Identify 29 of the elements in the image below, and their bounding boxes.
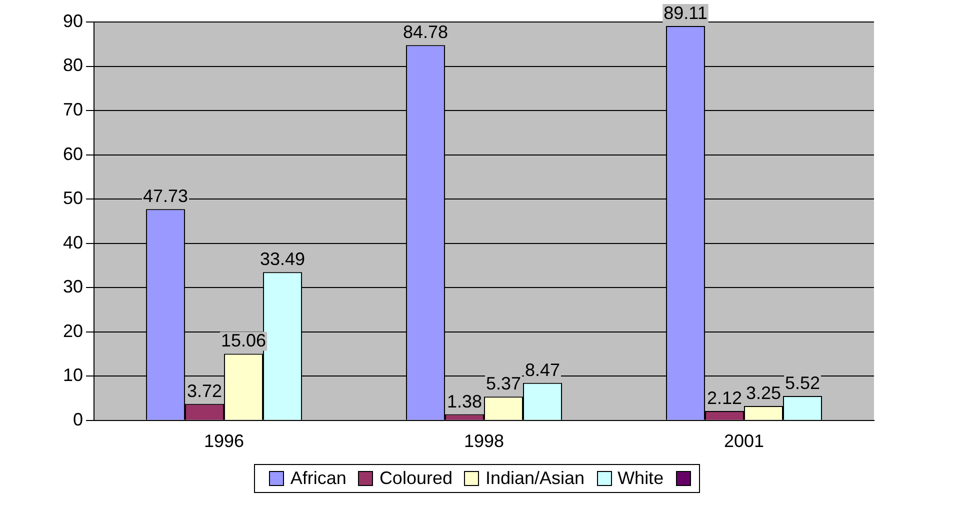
data-label: 8.47 <box>524 360 560 380</box>
y-tick-label: 90 <box>62 10 84 31</box>
data-label: 47.73 <box>142 186 188 206</box>
data-label: 2.12 <box>706 388 742 408</box>
data-label: 89.11 <box>664 2 708 23</box>
x-tick-label: 2001 <box>724 431 764 452</box>
x-tick-label: 1998 <box>464 431 504 452</box>
data-label: 5.52 <box>784 372 820 393</box>
legend-label: Coloured <box>379 468 452 489</box>
y-tick-label: 60 <box>62 144 84 164</box>
y-tick-label: 40 <box>62 232 84 252</box>
data-label: 3.72 <box>186 380 222 401</box>
data-label: 15.06 <box>220 330 266 351</box>
legend-label: African <box>290 468 346 489</box>
y-tick-label: 30 <box>62 276 84 297</box>
y-tick-label: 10 <box>62 365 84 386</box>
y-tick-label: 20 <box>62 320 84 341</box>
y-tick-label: 0 <box>73 409 84 430</box>
legend-label: White <box>618 468 664 489</box>
y-tick-label: 70 <box>62 100 84 120</box>
data-label: 5.37 <box>486 374 522 394</box>
y-tick-label: 50 <box>62 188 84 208</box>
data-label: 84.78 <box>402 22 448 42</box>
y-tick-label: 80 <box>62 55 84 76</box>
data-label: 1.38 <box>446 391 482 412</box>
data-label: 33.49 <box>260 249 306 270</box>
data-label: 3.25 <box>746 382 782 403</box>
legend-label: Indian/Asian <box>485 468 585 489</box>
x-tick-label: 1996 <box>204 431 244 452</box>
